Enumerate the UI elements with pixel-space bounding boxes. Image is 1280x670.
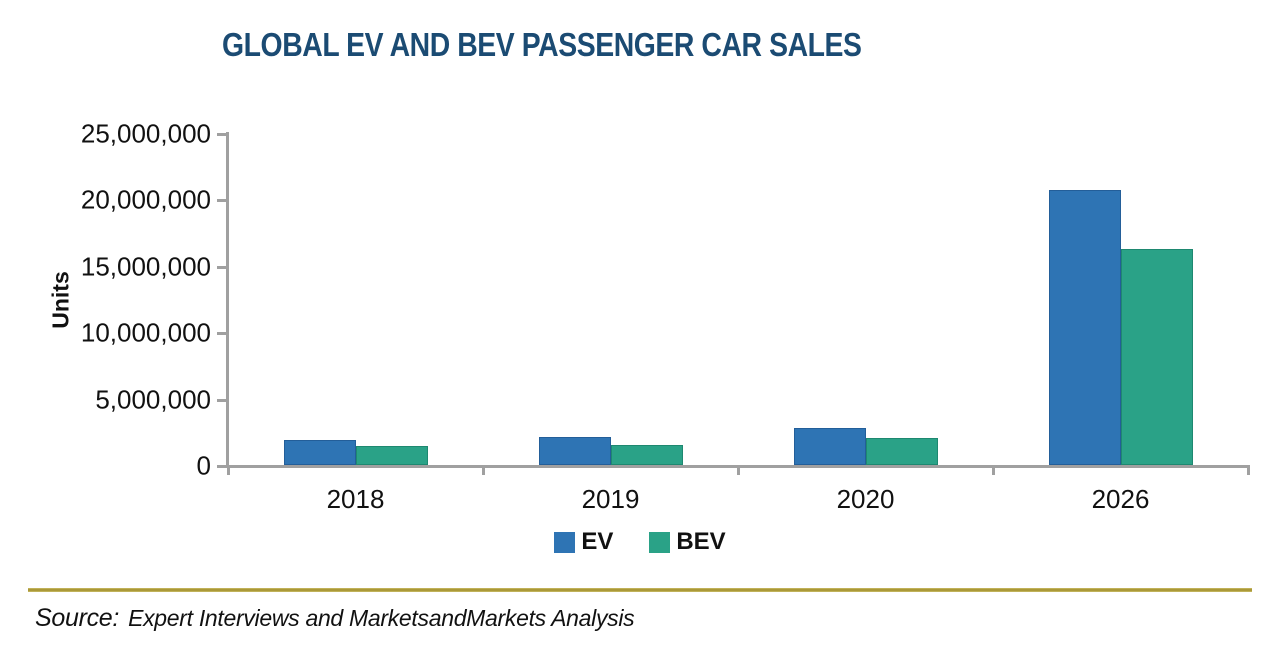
y-tick-label: 10,000,000	[80, 317, 211, 348]
source-line: Source: Expert Interviews and MarketsandM…	[35, 604, 635, 633]
y-tick-label: 15,000,000	[80, 251, 211, 282]
bar-bev-2026	[1120, 249, 1193, 465]
bar-bev-2019	[610, 445, 683, 465]
x-tick-mark	[992, 467, 995, 475]
x-tick-mark	[227, 467, 230, 475]
x-tick-mark	[737, 467, 740, 475]
x-category-label-2018: 2018	[326, 484, 385, 514]
y-tick-mark	[217, 465, 227, 468]
y-tick-mark	[217, 199, 227, 203]
x-axis-line	[226, 465, 1250, 468]
y-axis-line	[226, 132, 229, 467]
legend-item-ev: EV	[554, 528, 613, 556]
y-tick-label: 0	[196, 450, 211, 481]
y-tick-label: 20,000,000	[80, 184, 211, 215]
legend-swatch-icon	[649, 531, 671, 553]
y-tick-mark	[217, 133, 227, 136]
source-prefix: Source:	[35, 604, 120, 632]
legend-item-bev: BEV	[649, 528, 726, 556]
bar-ev-2026	[1048, 190, 1121, 465]
x-tick-mark	[1247, 467, 1250, 475]
legend-label: BEV	[676, 528, 726, 555]
x-category-label-2020: 2020	[836, 484, 895, 514]
bar-ev-2019	[538, 437, 611, 465]
divider-rule	[28, 588, 1252, 592]
legend-label: EV	[581, 528, 614, 555]
y-tick-mark	[217, 265, 227, 269]
bar-ev-2020	[793, 428, 866, 465]
bar-ev-2018	[283, 440, 356, 465]
legend: EV BEV	[0, 528, 1280, 556]
plot-area: Units 0 5,000,000 10,000,000 15,000,000 20,0…	[47, 119, 1250, 514]
y-tick-label: 25,000,000	[80, 118, 211, 149]
y-tick-label: 5,000,000	[95, 384, 211, 415]
y-tick-mark	[217, 398, 227, 402]
legend-swatch-icon	[554, 531, 576, 553]
x-category-label-2026: 2026	[1091, 484, 1150, 514]
y-tick-mark	[217, 332, 227, 336]
x-tick-mark	[482, 467, 485, 475]
source-text: Expert Interviews and MarketsandMarkets …	[128, 605, 635, 631]
bar-bev-2018	[355, 446, 428, 465]
bar-bev-2020	[865, 438, 938, 465]
chart-title: GLOBAL EV AND BEV PASSENGER CAR SALES	[222, 26, 862, 63]
x-category-label-2019: 2019	[581, 484, 640, 514]
